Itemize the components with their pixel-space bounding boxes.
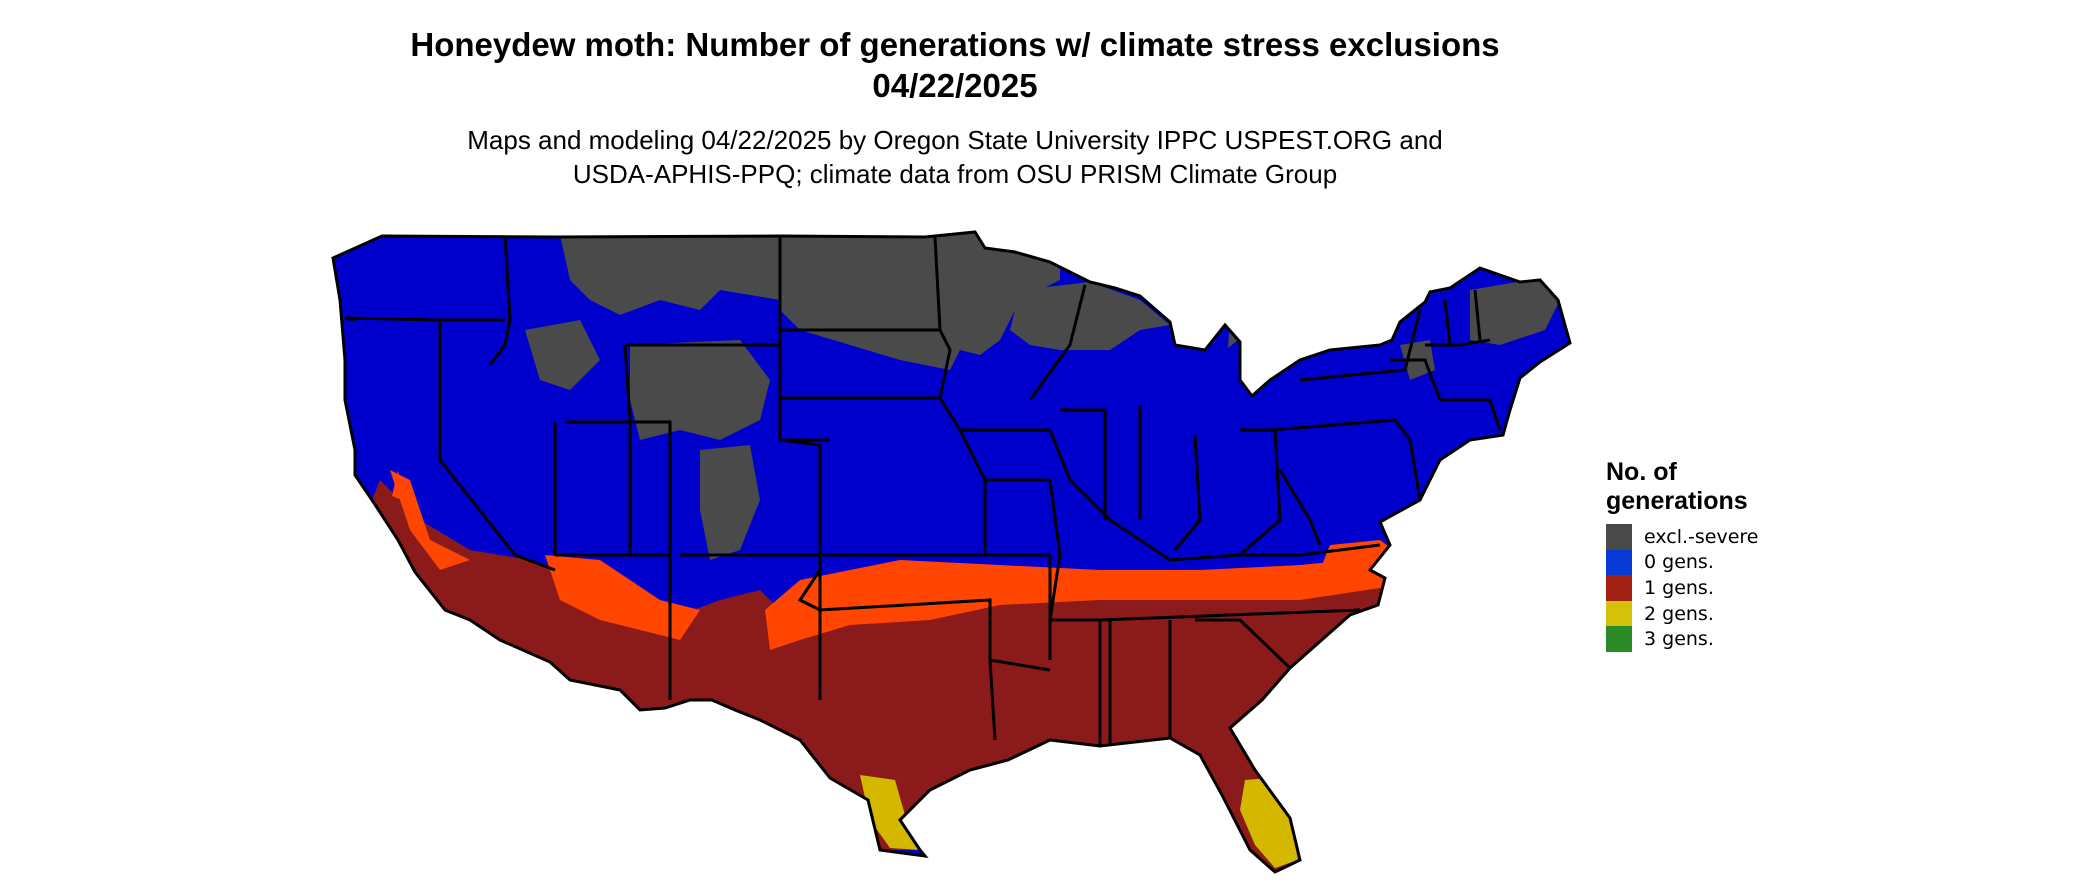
legend-item-3-gens: 3 gens. — [1606, 626, 1759, 652]
legend: No. of generations excl.-severe 0 gens. … — [1606, 458, 1759, 652]
legend-label: excl.-severe — [1644, 525, 1759, 548]
two-gens-region — [860, 775, 1298, 868]
legend-label: 3 gens. — [1644, 628, 1714, 651]
legend-title-line-1: No. of — [1606, 458, 1677, 486]
title-line-2: 04/22/2025 — [872, 67, 1038, 104]
map-fill-regions — [333, 232, 1570, 872]
subtitle-line-1: Maps and modeling 04/22/2025 by Oregon S… — [467, 125, 1443, 155]
legend-swatch — [1606, 524, 1632, 550]
legend-item-1-gens: 1 gens. — [1606, 575, 1759, 601]
subtitle-line-2: USDA-APHIS-PPQ; climate data from OSU PR… — [572, 159, 1338, 189]
state-borders — [331, 230, 1572, 874]
legend-item-excluded: excl.-severe — [1606, 524, 1759, 550]
legend-swatch — [1606, 575, 1632, 601]
legend-label: 2 gens. — [1644, 602, 1714, 625]
legend-title: No. of generations — [1606, 458, 1759, 516]
legend-label: 1 gens. — [1644, 576, 1714, 599]
legend-swatch — [1606, 600, 1632, 627]
legend-title-line-2: generations — [1606, 487, 1748, 515]
legend-swatch — [1606, 549, 1632, 576]
legend-item-2-gens: 2 gens. — [1606, 600, 1759, 627]
legend-label: 0 gens. — [1644, 551, 1714, 574]
legend-swatch — [1606, 626, 1632, 652]
excluded-regions — [525, 232, 1560, 560]
title-line-1: Honeydew moth: Number of generations w/ … — [410, 26, 1500, 63]
legend-item-0-gens: 0 gens. — [1606, 549, 1759, 576]
map-subtitle: Maps and modeling 04/22/2025 by Oregon S… — [0, 123, 1910, 191]
map-title: Honeydew moth: Number of generations w/ … — [0, 24, 1910, 106]
